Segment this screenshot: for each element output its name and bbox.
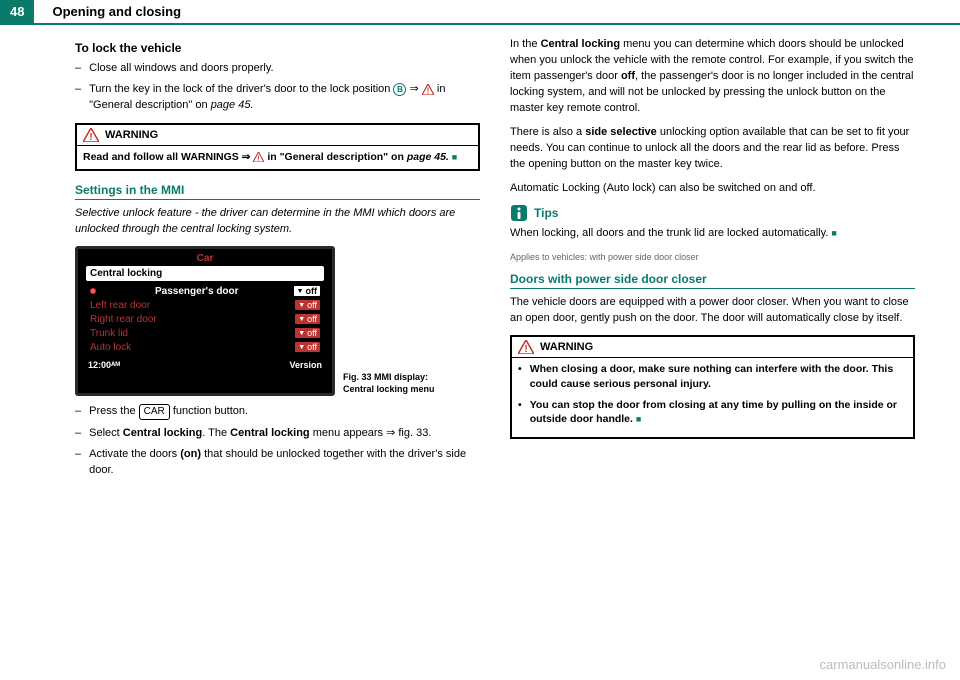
position-b-icon: B	[393, 83, 406, 96]
list-item: – Select Central locking. The Central lo…	[75, 426, 480, 441]
mmi-row-label: Trunk lid	[90, 328, 128, 339]
mmi-row-value: ▼off	[295, 314, 320, 324]
mmi-row: Right rear door ▼off	[86, 313, 324, 326]
svg-text:!: !	[524, 344, 527, 354]
mmi-car-label: Car	[86, 253, 324, 264]
applies-to: Applies to vehicles: with power side doo…	[510, 252, 915, 262]
warning-header: ! WARNING	[77, 125, 478, 146]
bullet-list-steps: – Press the CAR function button. – Selec…	[75, 404, 480, 478]
bullet-text: Turn the key in the lock of the driver's…	[89, 82, 480, 113]
bullet-text: Select Central locking. The Central lock…	[89, 426, 480, 441]
dash-icon: –	[75, 426, 81, 441]
mmi-figure: Car Central locking Passenger's door ▼of…	[75, 246, 480, 396]
section-subtitle: Selective unlock feature - the driver ca…	[75, 206, 480, 238]
mmi-row: Trunk lid ▼off	[86, 327, 324, 340]
warning-triangle-icon: !	[253, 152, 264, 162]
tips-text: When locking, all doors and the trunk li…	[510, 226, 915, 242]
mmi-row-label: Passenger's door	[155, 286, 239, 297]
mmi-row-value: ▼off	[295, 328, 320, 338]
paragraph: Automatic Locking (Auto lock) can also b…	[510, 181, 915, 197]
bullet-text: Activate the doors (on) that should be u…	[89, 447, 480, 478]
paragraph: In the Central locking menu you can dete…	[510, 37, 915, 117]
list-item: • You can stop the door from closing at …	[518, 398, 907, 427]
right-column: In the Central locking menu you can dete…	[510, 37, 915, 488]
list-item: – Activate the doors (on) that should be…	[75, 447, 480, 478]
warning-header: ! WARNING	[512, 337, 913, 358]
dash-icon: –	[75, 61, 81, 76]
mmi-version: Version	[289, 360, 322, 370]
warning-triangle-icon: !	[422, 84, 434, 95]
list-item: – Turn the key in the lock of the driver…	[75, 82, 480, 113]
bullet-text: Press the CAR function button.	[89, 404, 480, 420]
paragraph: There is also a side selective unlocking…	[510, 125, 915, 173]
bullet-text: You can stop the door from closing at an…	[530, 398, 907, 427]
list-item: – Close all windows and doors properly.	[75, 61, 480, 76]
bullet-list-lock: – Close all windows and doors properly. …	[75, 61, 480, 113]
dash-icon: –	[75, 404, 81, 420]
svg-text:!: !	[426, 86, 429, 95]
car-button-label: CAR	[139, 404, 170, 420]
list-item: – Press the CAR function button.	[75, 404, 480, 420]
bullet-text: Close all windows and doors properly.	[89, 61, 480, 76]
warning-label: WARNING	[540, 341, 593, 353]
left-column: To lock the vehicle – Close all windows …	[75, 37, 480, 488]
mmi-footer: 12:00ᴬᴹ Version	[86, 360, 324, 370]
warning-box: ! WARNING Read and follow all WARNINGS ⇒…	[75, 123, 480, 171]
chapter-title: Opening and closing	[52, 0, 181, 23]
paragraph: The vehicle doors are equipped with a po…	[510, 295, 915, 327]
watermark: carmanualsonline.info	[820, 657, 946, 672]
mmi-row: Left rear door ▼off	[86, 299, 324, 312]
warning-triangle-icon: !	[518, 340, 534, 354]
svg-text:!: !	[258, 154, 260, 162]
mmi-row: Auto lock ▼off	[86, 341, 324, 354]
warning-label: WARNING	[105, 129, 158, 141]
tips-header: Tips	[510, 204, 915, 222]
mmi-heading: Central locking	[86, 266, 324, 281]
mmi-display: Car Central locking Passenger's door ▼of…	[75, 246, 335, 396]
warning-triangle-icon: !	[83, 128, 99, 142]
mmi-row-selected: Passenger's door ▼off	[86, 285, 324, 298]
mmi-row-value: ▼off	[294, 286, 320, 296]
list-item: • When closing a door, make sure nothing…	[518, 362, 907, 391]
bullet-icon: •	[518, 398, 522, 427]
mmi-row-label: Auto lock	[90, 342, 131, 353]
mmi-row-value: ▼off	[295, 300, 320, 310]
warning-box: ! WARNING • When closing a door, make su…	[510, 335, 915, 439]
warning-body: • When closing a door, make sure nothing…	[512, 358, 913, 437]
bullet-icon: •	[518, 362, 522, 391]
content-columns: To lock the vehicle – Close all windows …	[0, 37, 960, 488]
mmi-time: 12:00ᴬᴹ	[88, 360, 120, 370]
info-icon	[510, 204, 528, 222]
section-title-doors: Doors with power side door closer	[510, 272, 915, 289]
section-title-lock: To lock the vehicle	[75, 41, 480, 55]
page-number: 48	[0, 0, 34, 23]
svg-text:!: !	[89, 132, 92, 142]
bullet-text: When closing a door, make sure nothing c…	[530, 362, 907, 391]
warning-body: Read and follow all WARNINGS ⇒ ! in "Gen…	[77, 146, 478, 169]
page-header: 48 Opening and closing	[0, 0, 960, 25]
dash-icon: –	[75, 82, 81, 113]
mmi-row-label: Left rear door	[90, 300, 150, 311]
figure-caption: Fig. 33 MMI display: Central locking men…	[343, 372, 453, 395]
mmi-row-value: ▼off	[295, 342, 320, 352]
tips-label: Tips	[534, 206, 558, 220]
dash-icon: –	[75, 447, 81, 478]
section-title-settings: Settings in the MMI	[75, 183, 480, 200]
mmi-row-label: Right rear door	[90, 314, 157, 325]
